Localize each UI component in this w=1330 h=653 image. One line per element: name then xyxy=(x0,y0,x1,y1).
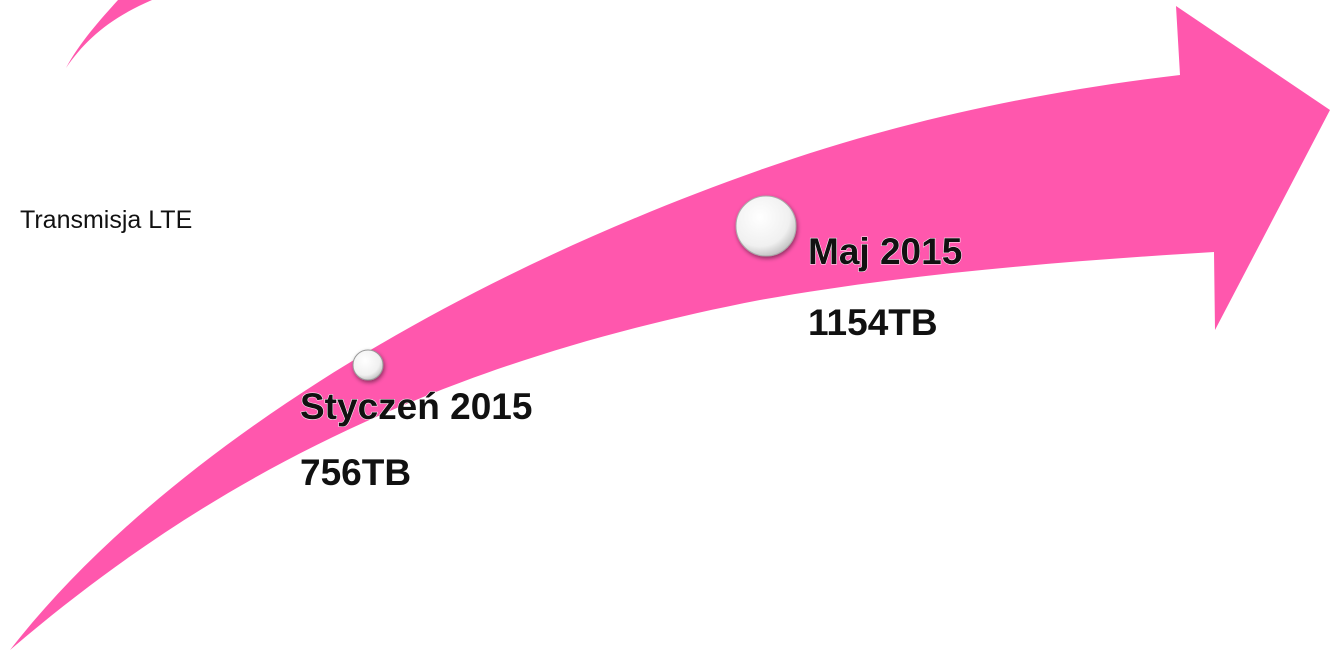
milestone-date: Maj 2015 xyxy=(808,231,962,272)
growth-arrow xyxy=(10,6,1330,650)
milestone-dot xyxy=(352,349,384,381)
milestone-date: Styczeń 2015 xyxy=(300,386,532,427)
milestone-dot xyxy=(735,195,797,257)
milestone-value: 756TB xyxy=(300,452,411,493)
title: Transmisja LTE xyxy=(20,206,192,234)
arrow-fragment xyxy=(66,0,152,68)
milestone-value: 1154TB xyxy=(808,302,938,343)
